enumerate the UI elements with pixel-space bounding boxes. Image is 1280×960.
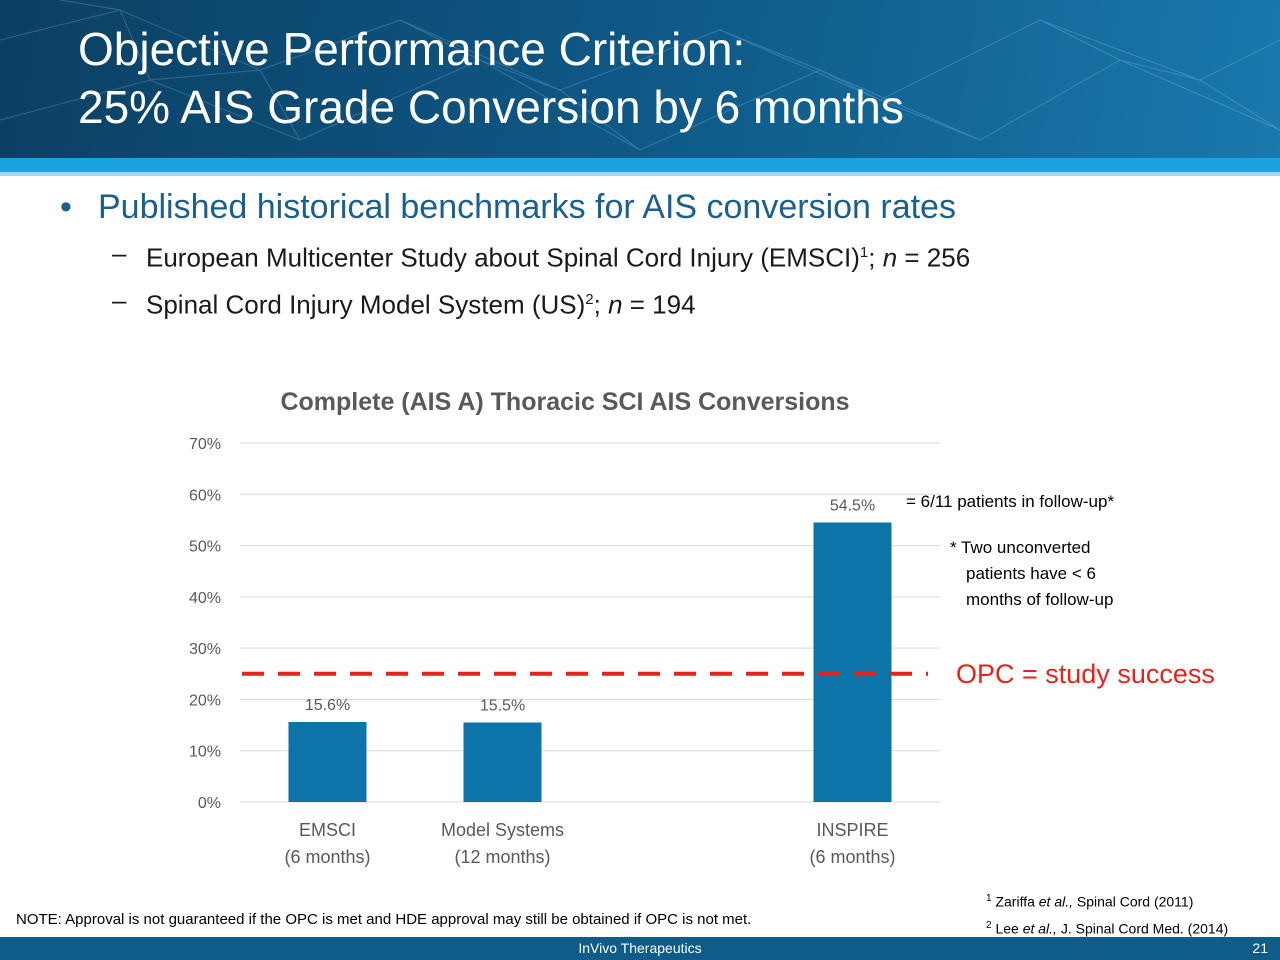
footnote-marker: 1 bbox=[859, 244, 869, 261]
reference-etal: et al., bbox=[1022, 920, 1057, 937]
x-category-label: (6 months) bbox=[809, 847, 895, 867]
approval-note: NOTE: Approval is not guaranteed if the … bbox=[16, 911, 752, 928]
sub-bullet-emsci: – European Multicenter Study about Spina… bbox=[60, 234, 1260, 277]
x-category-label: Model Systems bbox=[441, 820, 564, 840]
header-accent-stripe bbox=[0, 158, 1280, 172]
unconverted-note-line-3: months of follow-up bbox=[966, 590, 1114, 609]
data-label: 15.6% bbox=[305, 697, 350, 714]
slide-header: Objective Performance Criterion: 25% AIS… bbox=[0, 0, 1280, 166]
n-label: n bbox=[882, 242, 898, 273]
reference-source: Spinal Cord (2011) bbox=[1073, 893, 1194, 910]
n-value: = 256 bbox=[897, 242, 971, 273]
data-label: 15.5% bbox=[480, 698, 525, 715]
slide-title: Objective Performance Criterion: 25% AIS… bbox=[78, 20, 904, 136]
header-accent-stripe-light bbox=[0, 172, 1280, 176]
dash-icon: – bbox=[112, 284, 127, 315]
y-tick-label: 0% bbox=[198, 795, 221, 812]
main-bullet-text: Published historical benchmarks for AIS … bbox=[98, 188, 956, 226]
n-label: n bbox=[608, 289, 623, 320]
reference-author: Zariffa bbox=[995, 893, 1039, 910]
main-bullet: • Published historical benchmarks for AI… bbox=[60, 184, 1260, 230]
y-tick-label: 70% bbox=[189, 436, 221, 453]
references: 1 Zariffa et al., Spinal Cord (2011) 2 L… bbox=[986, 887, 1228, 940]
chart-title: Complete (AIS A) Thoracic SCI AIS Conver… bbox=[280, 388, 849, 416]
bar bbox=[463, 722, 542, 802]
reference-source: J. Spinal Cord Med. (2014) bbox=[1056, 920, 1229, 937]
x-category-label: INSPIRE bbox=[816, 820, 888, 840]
bar bbox=[288, 721, 367, 802]
bar-chart: Complete (AIS A) Thoracic SCI AIS Conver… bbox=[189, 388, 940, 867]
company-name: InVivo Therapeutics bbox=[578, 940, 702, 956]
unconverted-note-line-2: patients have < 6 bbox=[966, 564, 1096, 583]
page-number: 21 bbox=[1252, 940, 1268, 956]
bar bbox=[813, 522, 892, 802]
y-tick-label: 40% bbox=[189, 590, 221, 607]
bullet-dot-icon: • bbox=[60, 188, 72, 226]
network-mesh-decoration bbox=[0, 0, 1280, 151]
footnote-marker: 2 bbox=[585, 290, 594, 308]
y-tick-label: 60% bbox=[189, 487, 221, 504]
sub-bullet-model-system: – Spinal Cord Injury Model System (US)2;… bbox=[60, 281, 1260, 324]
reference-author: Lee bbox=[995, 920, 1023, 937]
y-tick-label: 10% bbox=[189, 744, 221, 761]
y-tick-label: 30% bbox=[189, 641, 221, 658]
data-label: 54.5% bbox=[830, 497, 875, 514]
x-category-label: (6 months) bbox=[284, 847, 370, 867]
x-category-label: (12 months) bbox=[454, 847, 550, 867]
n-value: = 194 bbox=[622, 289, 696, 320]
sub-bullet-text: Spinal Cord Injury Model System (US) bbox=[146, 289, 586, 320]
reference-number: 2 bbox=[986, 919, 992, 931]
y-tick-label: 50% bbox=[189, 539, 221, 556]
reference-number: 1 bbox=[986, 893, 992, 904]
reference-2: 2 Lee et al., J. Spinal Cord Med. (2014) bbox=[986, 914, 1228, 941]
dash-icon: – bbox=[112, 238, 127, 268]
bullet-list: • Published historical benchmarks for AI… bbox=[60, 184, 1260, 323]
x-category-label: EMSCI bbox=[299, 820, 356, 840]
followup-annotation: = 6/11 patients in follow-up* bbox=[906, 492, 1115, 511]
reference-etal: et al., bbox=[1038, 893, 1074, 910]
unconverted-note-line-1: * Two unconverted bbox=[950, 538, 1091, 557]
sub-bullet-text: European Multicenter Study about Spinal … bbox=[146, 242, 860, 273]
y-tick-label: 20% bbox=[189, 692, 221, 709]
reference-1: 1 Zariffa et al., Spinal Cord (2011) bbox=[986, 887, 1228, 914]
title-line-1: Objective Performance Criterion: bbox=[78, 23, 746, 75]
title-line-2: 25% AIS Grade Conversion by 6 months bbox=[78, 81, 904, 133]
slide-footer: InVivo Therapeutics 21 bbox=[0, 937, 1280, 960]
opc-label: OPC = study success bbox=[956, 659, 1215, 689]
